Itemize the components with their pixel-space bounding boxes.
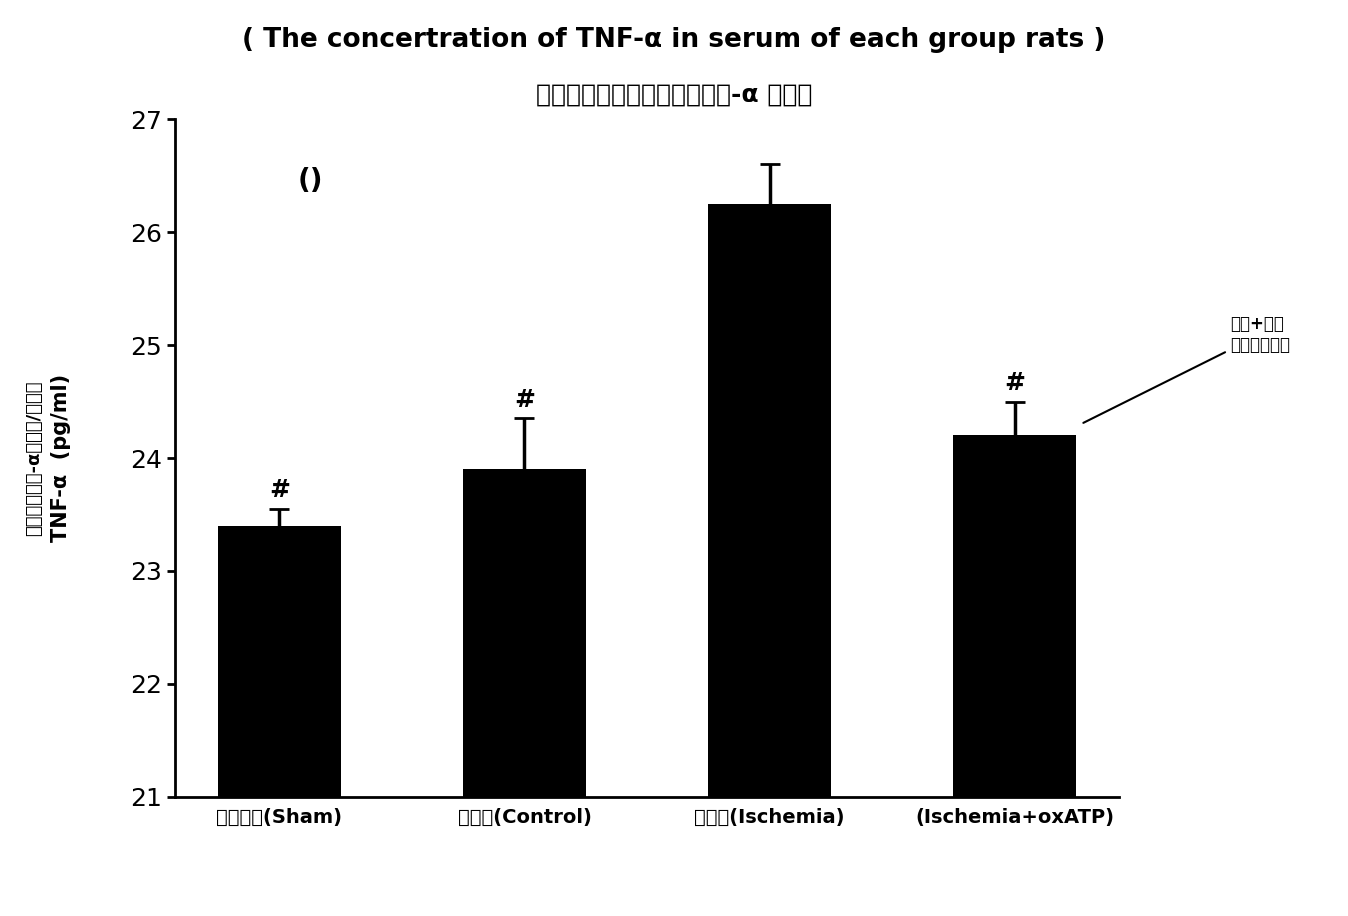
- Text: #: #: [1004, 371, 1026, 395]
- Text: #: #: [268, 478, 290, 502]
- Bar: [218, 526, 341, 916]
- Text: #: #: [514, 387, 535, 411]
- Bar: [708, 204, 830, 916]
- Text: 缺血+氧化
三磷酸腔苷组: 缺血+氧化 三磷酸腔苷组: [1084, 315, 1290, 423]
- Bar: [953, 435, 1076, 916]
- Text: 肿瘾坏死因子-α（皮克/毫升）: 肿瘾坏死因子-α（皮克/毫升）: [24, 380, 43, 536]
- Text: TNF-α  (pg/ml): TNF-α (pg/ml): [51, 374, 70, 542]
- Text: ( The concertration of TNF-α in serum of each group rats ): ( The concertration of TNF-α in serum of…: [243, 27, 1105, 53]
- Text: (): (): [298, 167, 324, 194]
- Bar: [464, 469, 586, 916]
- Text: 各组大鼠中血清肿瘾坏死因子-α 的浓度: 各组大鼠中血清肿瘾坏死因子-α 的浓度: [535, 82, 813, 106]
